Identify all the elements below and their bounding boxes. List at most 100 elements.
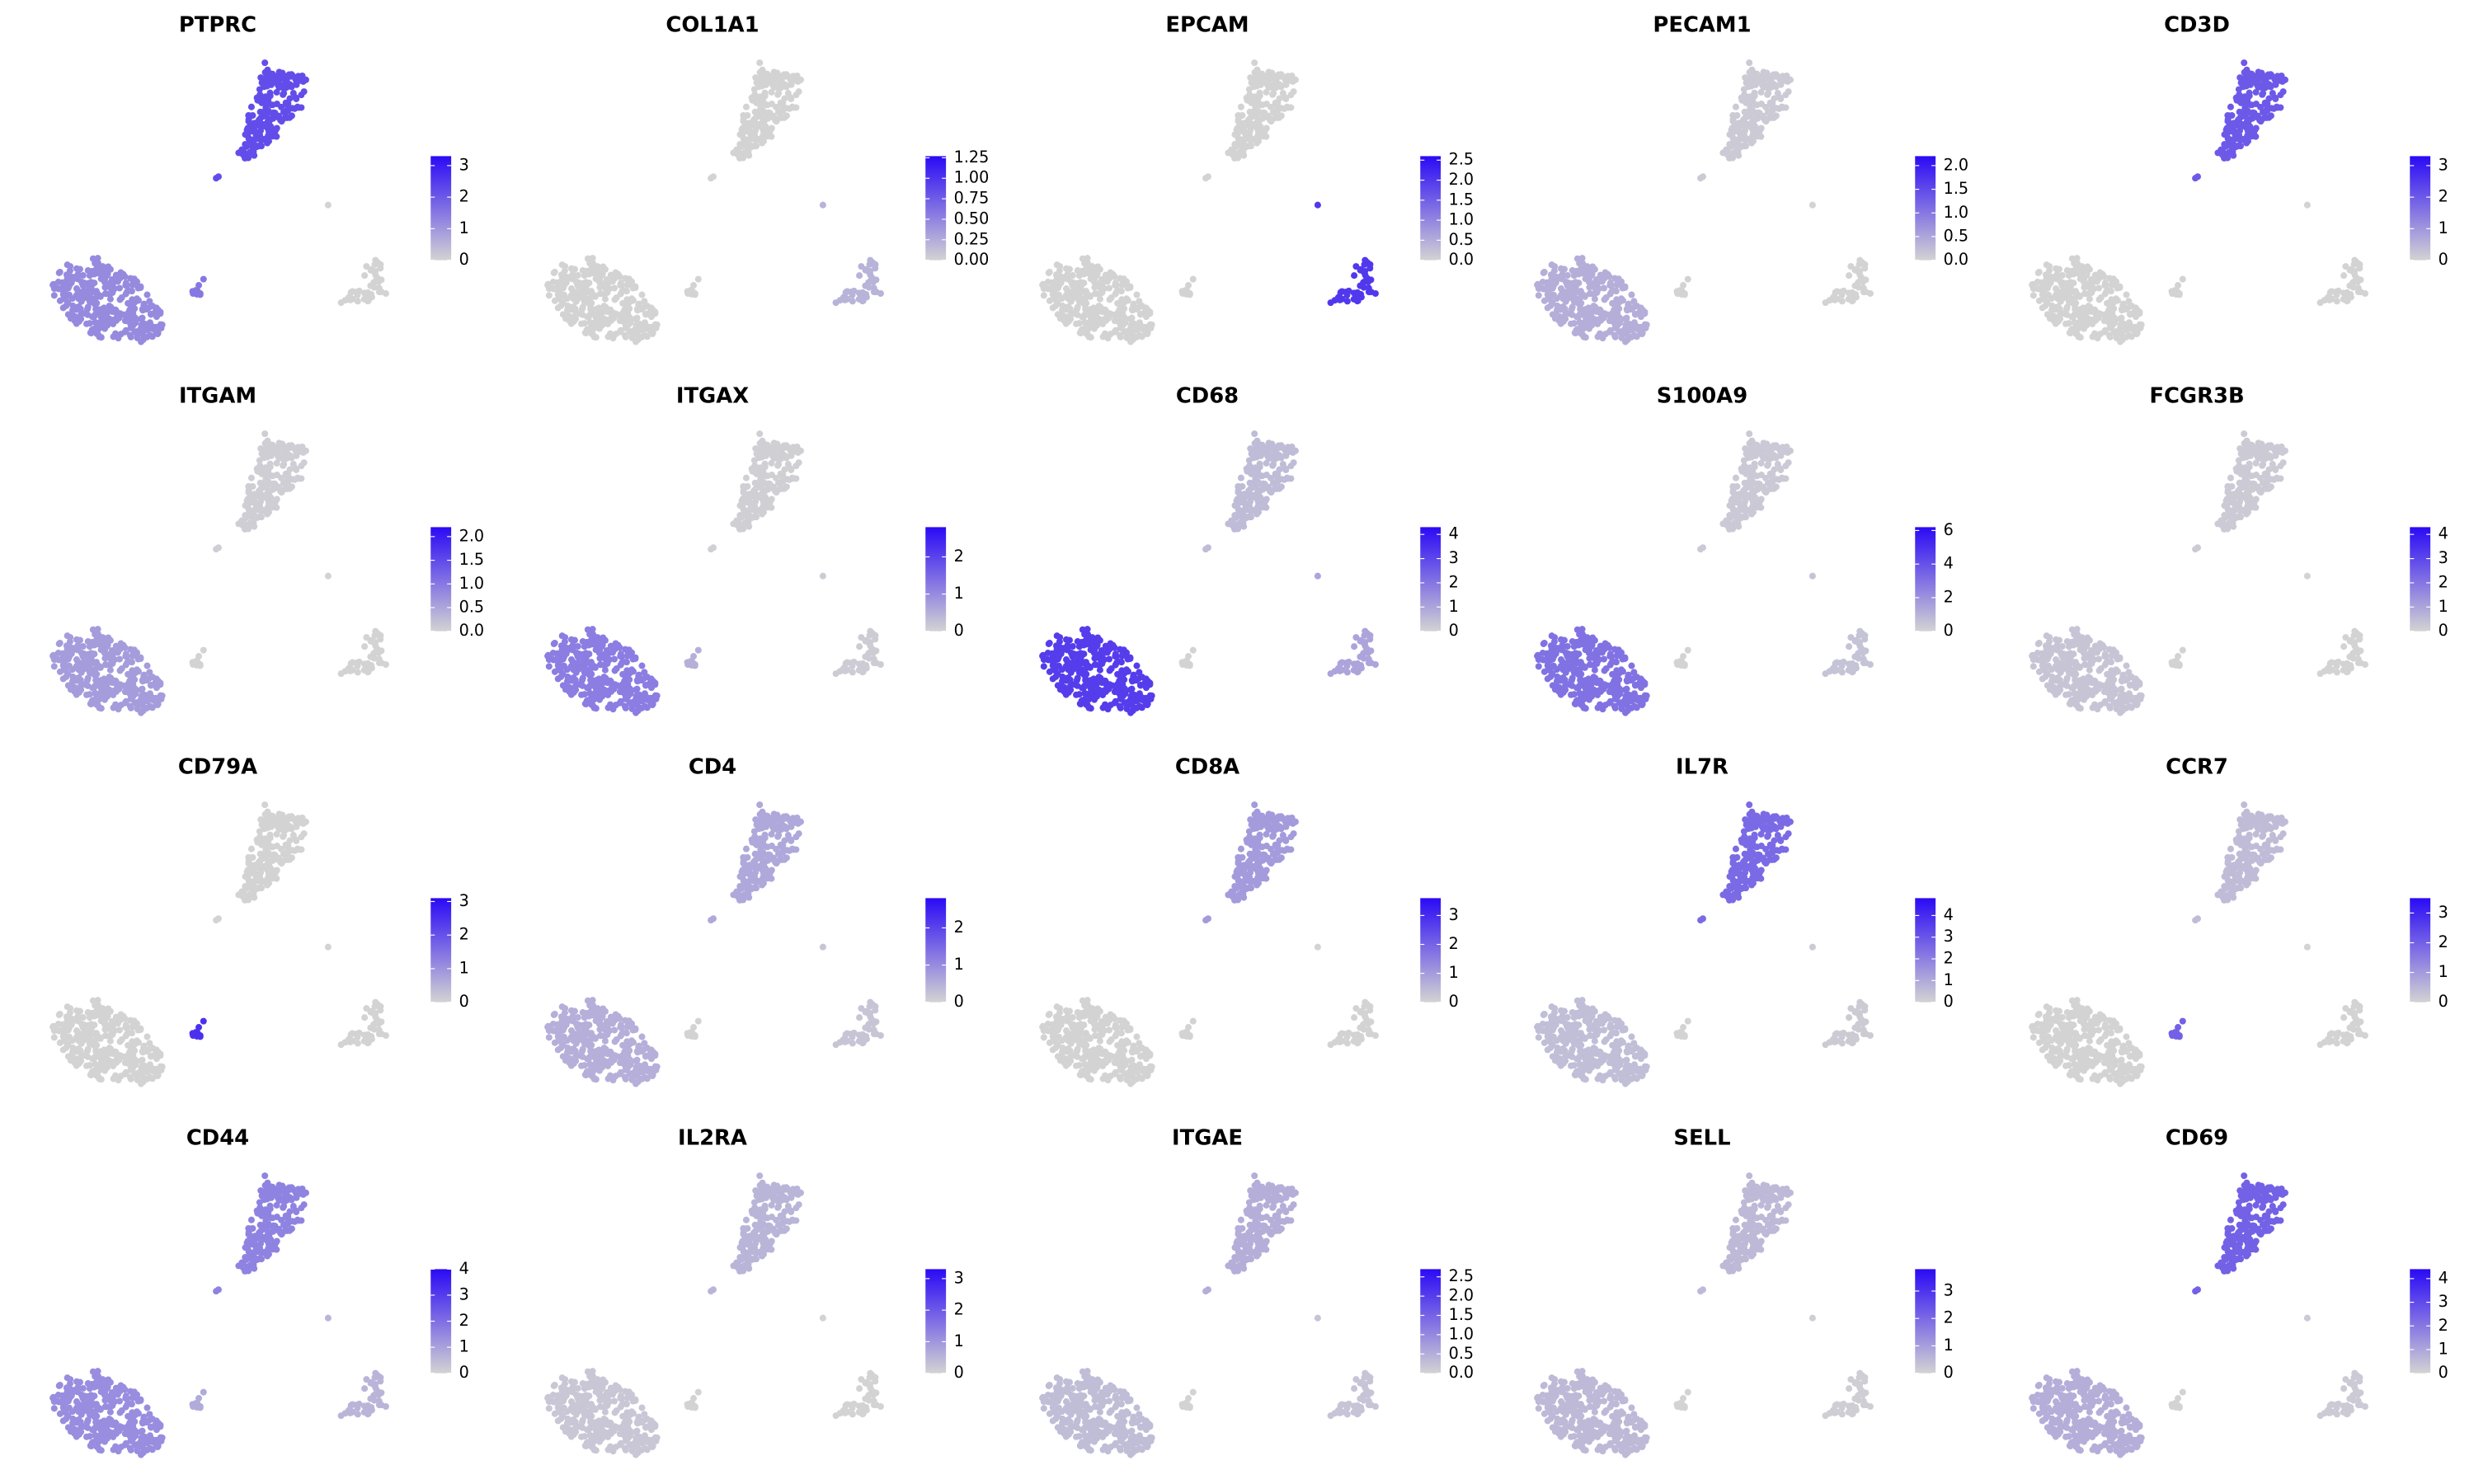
cell-point — [572, 298, 580, 305]
cell-point — [1263, 88, 1270, 96]
cell-point — [1084, 331, 1092, 338]
cell-point — [148, 333, 156, 340]
cell-point — [636, 326, 643, 334]
cell-point — [1633, 322, 1640, 330]
cell-point — [617, 650, 624, 658]
cell-point — [2251, 126, 2259, 134]
cell-point — [138, 338, 145, 345]
cell-point — [590, 678, 598, 685]
cell-point — [647, 327, 655, 335]
cell-point — [622, 324, 629, 331]
cell-point — [295, 104, 303, 111]
cell-point — [2113, 295, 2120, 303]
colorbar — [2410, 156, 2431, 261]
cell-point — [139, 314, 146, 322]
cell-point — [752, 93, 760, 101]
cell-point — [1610, 287, 1617, 294]
cell-point — [764, 133, 771, 140]
cell-point — [2042, 302, 2049, 309]
cell-point — [140, 305, 148, 312]
cell-point — [1285, 475, 1292, 482]
cell-point — [1237, 474, 1244, 481]
colorbar — [925, 527, 947, 632]
cell-point — [97, 313, 105, 321]
cell-point — [744, 483, 751, 491]
cell-point — [742, 103, 750, 110]
cell-point — [2044, 311, 2051, 318]
cell-point — [569, 646, 576, 653]
cell-point — [87, 669, 94, 677]
cell-point — [1258, 472, 1266, 480]
cell-point — [75, 317, 82, 325]
cell-point — [74, 275, 82, 282]
panel-title: CD3D — [2164, 12, 2230, 37]
cell-point — [262, 471, 270, 478]
colorbar-tick-label: 1 — [954, 584, 964, 603]
cell-point — [1073, 320, 1080, 327]
colorbar-tick-label: 2 — [954, 547, 964, 566]
cell-point — [2248, 101, 2255, 109]
cell-point — [382, 289, 389, 298]
cell-point — [1771, 114, 1778, 121]
cell-point — [2046, 263, 2053, 270]
colorbar-tick-label: 1.5 — [1944, 179, 1968, 198]
cell-point — [567, 636, 575, 643]
cell-point — [361, 272, 369, 279]
cell-point — [2052, 265, 2059, 272]
cell-point — [87, 701, 95, 708]
colorbar-tick-label: 2.5 — [1449, 150, 1474, 169]
cell-point — [648, 682, 656, 689]
cell-point — [1085, 292, 1093, 299]
cell-point — [2246, 89, 2253, 96]
cell-point — [254, 130, 261, 138]
cell-point — [741, 506, 749, 514]
cell-point — [1117, 333, 1124, 340]
cell-point — [247, 474, 255, 481]
cell-point — [781, 452, 788, 459]
cell-point — [1233, 126, 1240, 134]
cell-point — [153, 682, 161, 689]
cell-point — [90, 268, 97, 275]
cell-point — [1232, 141, 1239, 148]
cell-point — [87, 330, 95, 337]
cell-point — [84, 303, 92, 311]
cell-point — [89, 626, 96, 633]
cell-point — [562, 644, 570, 651]
cell-point — [616, 273, 623, 280]
cell-point — [2047, 273, 2054, 280]
cell-point — [747, 143, 755, 151]
cell-point — [2249, 109, 2256, 116]
cell-point — [1289, 448, 1296, 456]
cell-point — [1087, 271, 1094, 279]
cell-point — [143, 704, 151, 711]
cell-point — [54, 279, 62, 286]
cell-point — [1638, 311, 1645, 318]
cell-point — [256, 86, 263, 93]
cell-point — [1287, 92, 1295, 99]
cell-point — [195, 282, 203, 289]
cell-point — [1262, 73, 1269, 80]
cell-point — [269, 133, 276, 140]
cell-point — [2357, 276, 2364, 284]
cell-point — [269, 504, 276, 511]
cell-point — [1254, 138, 1262, 145]
cell-point — [1107, 331, 1114, 338]
cell-point — [1747, 100, 1754, 107]
cell-point — [1245, 86, 1253, 93]
cell-point — [2351, 268, 2359, 275]
cell-point — [1583, 322, 1591, 329]
panel-title: EPCAM — [1165, 12, 1249, 37]
cell-point — [382, 660, 389, 669]
cell-point — [1856, 261, 1863, 268]
cell-point — [2356, 261, 2363, 268]
cell-point — [756, 59, 764, 67]
cell-point — [1073, 691, 1080, 698]
cell-point — [1067, 298, 1075, 305]
cell-point — [855, 660, 863, 668]
cell-point — [1069, 288, 1076, 295]
cell-point — [793, 72, 801, 80]
cell-point — [633, 709, 640, 716]
cell-point — [1119, 280, 1126, 288]
cell-point — [578, 320, 586, 327]
